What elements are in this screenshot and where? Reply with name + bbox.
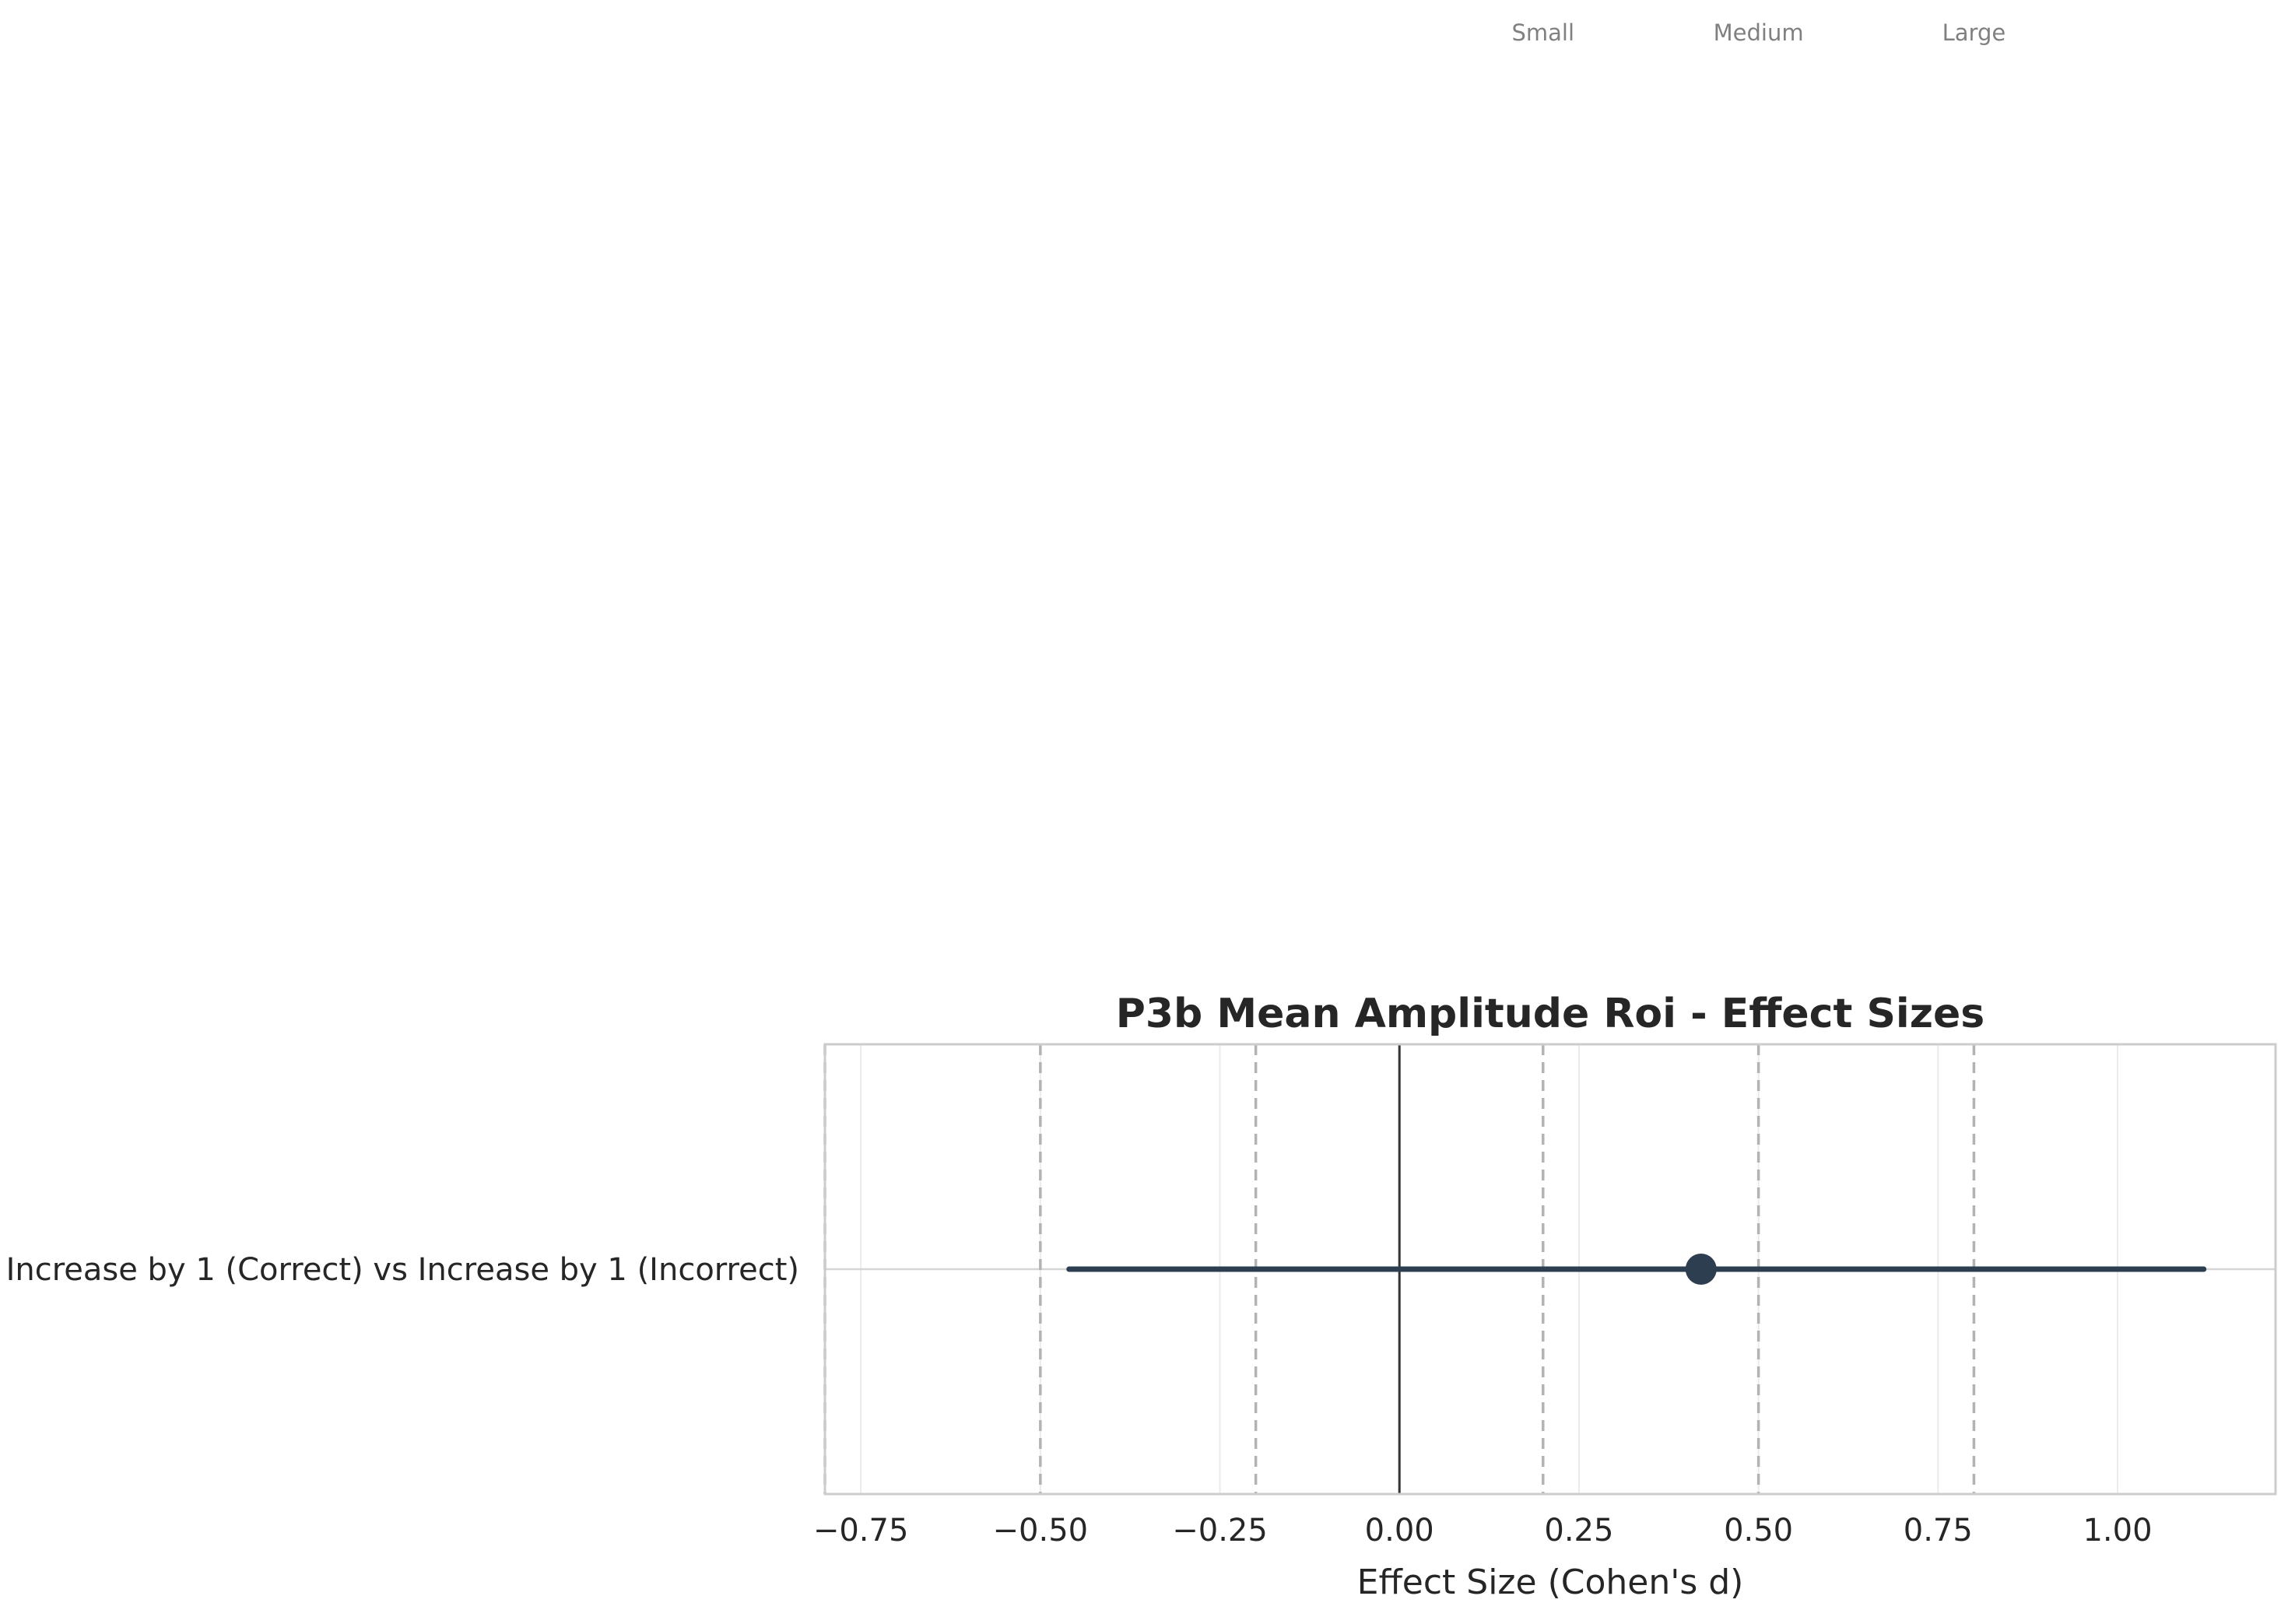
- x-tick-label-5: 0.50: [1724, 1513, 1793, 1549]
- threshold-label-small: Small: [1511, 19, 1574, 46]
- x-axis-ticks: −0.75 −0.50 −0.25 0.00 0.25 0.50 0.75 1.00: [813, 1513, 2153, 1549]
- effect-marker-0: [1685, 1254, 1717, 1285]
- threshold-label-medium: Medium: [1714, 19, 1804, 46]
- y-axis-ticks: Increase by 1 (Correct) vs Increase by 1…: [6, 1252, 799, 1288]
- threshold-label-large: Large: [1942, 19, 2006, 46]
- plot-area: [823, 1043, 2277, 1496]
- x-tick-label-1: −0.50: [993, 1513, 1089, 1549]
- x-tick-label-2: −0.25: [1172, 1513, 1268, 1549]
- x-tick-label-3: 0.00: [1365, 1513, 1434, 1549]
- x-tick-label-4: 0.25: [1544, 1513, 1613, 1549]
- x-tick-label-7: 1.00: [2083, 1513, 2152, 1549]
- row-label-0: Increase by 1 (Correct) vs Increase by 1…: [6, 1252, 799, 1288]
- plot-frame: [823, 1043, 2277, 1496]
- chart-title: P3b Mean Amplitude Roi - Effect Sizes: [1116, 991, 1984, 1037]
- x-tick-label-6: 0.75: [1904, 1513, 1973, 1549]
- threshold-labels: Small Medium Large: [1511, 19, 2005, 46]
- x-axis-label: Effect Size (Cohen's d): [1357, 1563, 1744, 1602]
- x-tick-label-0: −0.75: [813, 1513, 909, 1549]
